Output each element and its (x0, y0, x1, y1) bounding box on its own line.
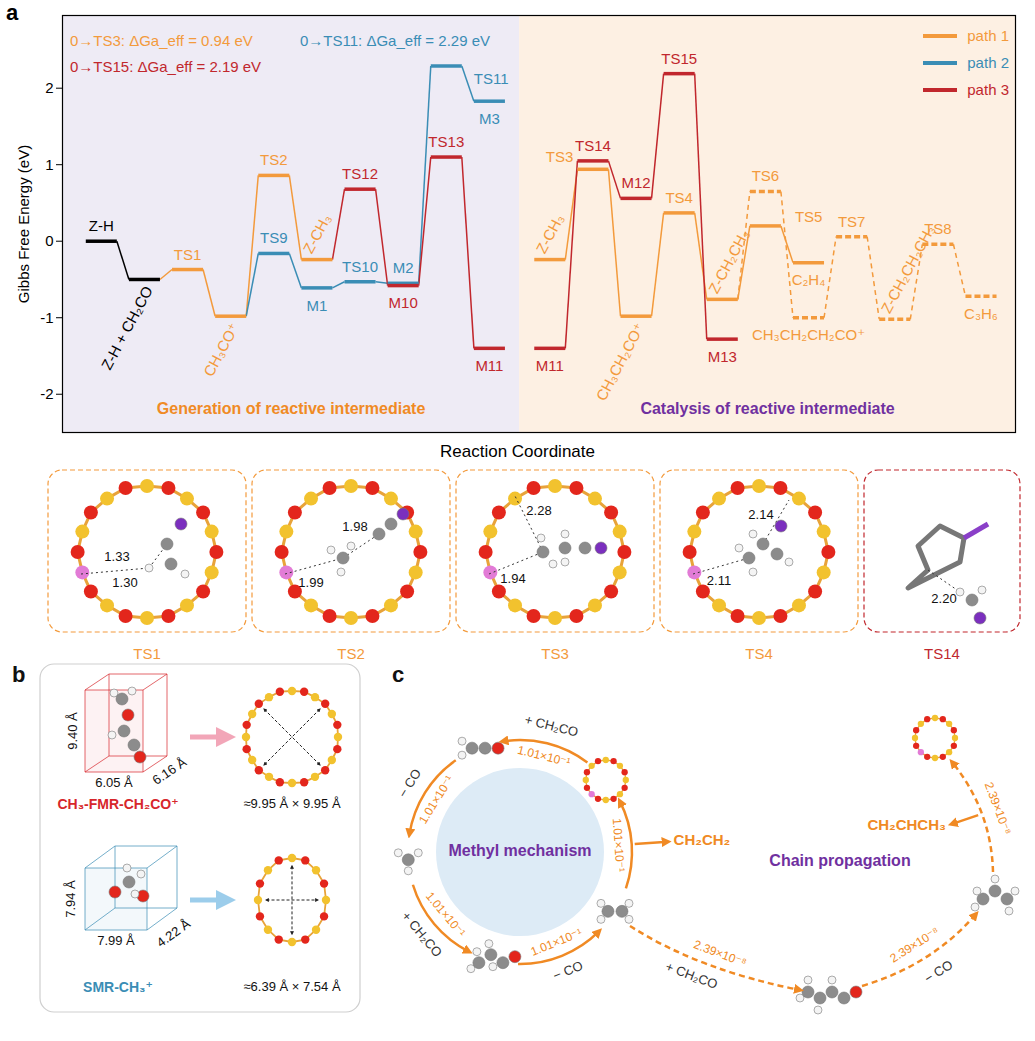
svg-text:Z-CH₃: Z-CH₃ (299, 211, 334, 256)
svg-text:2: 2 (45, 79, 53, 96)
svg-text:2.39×10⁻⁸: 2.39×10⁻⁸ (692, 937, 749, 970)
svg-text:TS11: TS11 (474, 70, 509, 87)
svg-text:CH₂CHCH₃: CH₂CHCH₃ (867, 816, 946, 833)
svg-text:1.33: 1.33 (104, 549, 129, 564)
svg-text:TS14: TS14 (575, 137, 611, 154)
svg-text:+ CH₂CO: + CH₂CO (663, 959, 719, 992)
html-text:path 1: path 1 (967, 27, 1009, 44)
html-text:a: a (6, 0, 19, 25)
svg-text:2.20: 2.20 (931, 591, 956, 606)
svg-text:2.39×10⁻⁸: 2.39×10⁻⁸ (982, 780, 1014, 837)
svg-text:TS15: TS15 (661, 50, 697, 67)
svg-text:TS14: TS14 (924, 645, 960, 662)
svg-text:b: b (12, 662, 25, 687)
svg-text:M1: M1 (306, 297, 327, 314)
svg-text:M13: M13 (708, 348, 737, 365)
svg-text:Generation of reactive interme: Generation of reactive intermediate (157, 400, 426, 417)
svg-text:2.11: 2.11 (707, 573, 731, 588)
svg-text:1: 1 (45, 156, 53, 173)
svg-text:6.05 Å: 6.05 Å (95, 775, 133, 790)
svg-text:1.01×10⁻¹: 1.01×10⁻¹ (529, 925, 584, 958)
svg-text:TS7: TS7 (838, 213, 866, 230)
svg-text:C₂H₄: C₂H₄ (792, 271, 826, 288)
html-text:0→TS15: ΔGa_eff = 2.19 eV: 0→TS15: ΔGa_eff = 2.19 eV (70, 58, 262, 75)
svg-text:1.94: 1.94 (500, 571, 525, 586)
svg-text:CH₃CH₂CH₂CO⁺: CH₃CH₂CH₂CO⁺ (752, 326, 865, 343)
svg-text:Z-CH₂CH₃: Z-CH₂CH₃ (705, 227, 753, 296)
svg-text:CH₃-FMR-CH₂CO⁺: CH₃-FMR-CH₂CO⁺ (57, 796, 178, 812)
html-text:path 2: path 2 (967, 54, 1009, 71)
svg-text:M3: M3 (479, 110, 500, 127)
svg-text:Z-CH₃: Z-CH₃ (532, 211, 567, 256)
svg-text:TS1: TS1 (174, 246, 202, 263)
svg-text:TS2: TS2 (260, 151, 288, 168)
svg-text:− CO: − CO (551, 958, 585, 983)
svg-text:TS9: TS9 (260, 229, 288, 246)
svg-text:TS10: TS10 (342, 258, 378, 275)
svg-text:M12: M12 (621, 174, 650, 191)
svg-text:Z-H + CH₂CO: Z-H + CH₂CO (98, 283, 156, 372)
svg-text:− CO: − CO (395, 766, 424, 800)
svg-text:Z-CH₂CH₂CH₃: Z-CH₂CH₂CH₃ (877, 222, 938, 316)
html-text:path 3: path 3 (967, 81, 1009, 98)
svg-text:4.22 Å: 4.22 Å (154, 916, 193, 950)
svg-text:9.40 Å: 9.40 Å (65, 712, 80, 750)
svg-text:TS6: TS6 (752, 167, 780, 184)
svg-text:− CO: − CO (921, 957, 955, 986)
svg-text:+ CH₂CO: + CH₂CO (523, 712, 580, 740)
svg-text:M2: M2 (393, 259, 414, 276)
svg-text:Z-H: Z-H (89, 217, 114, 234)
svg-text:M11: M11 (536, 357, 564, 374)
svg-text:-2: -2 (40, 385, 53, 402)
svg-text:2.28: 2.28 (526, 503, 551, 518)
svg-text:C₃H₆: C₃H₆ (964, 305, 998, 322)
svg-text:SMR-CH₃⁺: SMR-CH₃⁺ (83, 979, 153, 995)
svg-text:CH₃CH₂CO⁺: CH₃CH₂CO⁺ (592, 320, 647, 404)
svg-text:TS12: TS12 (342, 165, 378, 182)
svg-text:Catalysis of reactive intermed: Catalysis of reactive intermediate (640, 400, 894, 417)
svg-text:≈6.39 Å × 7.54 Å: ≈6.39 Å × 7.54 Å (243, 979, 340, 994)
svg-text:2.39×10⁻⁸: 2.39×10⁻⁸ (888, 924, 942, 965)
svg-text:+ CH₂CO: + CH₂CO (399, 909, 446, 960)
svg-text:1.01×10⁻¹: 1.01×10⁻¹ (422, 889, 469, 940)
svg-text:TS5: TS5 (795, 208, 823, 225)
svg-text:1.99: 1.99 (298, 575, 323, 590)
svg-text:c: c (392, 662, 404, 687)
svg-text:M10: M10 (389, 294, 418, 311)
svg-text:TS8: TS8 (924, 220, 952, 238)
svg-text:TS3: TS3 (541, 645, 569, 662)
html-text:Reaction Coordinate: Reaction Coordinate (440, 442, 595, 461)
svg-text:0: 0 (45, 232, 53, 249)
svg-text:1.01×10⁻¹: 1.01×10⁻¹ (416, 773, 457, 826)
svg-text:≈9.95 Å × 9.95 Å: ≈9.95 Å × 9.95 Å (243, 796, 340, 811)
svg-text:6.16 Å: 6.16 Å (150, 754, 190, 788)
svg-text:TS3: TS3 (546, 148, 574, 165)
svg-text:1.01×10⁻¹: 1.01×10⁻¹ (610, 818, 628, 873)
svg-text:7.94 Å: 7.94 Å (63, 880, 78, 918)
svg-text:1.30: 1.30 (112, 575, 137, 590)
svg-text:M11: M11 (475, 357, 503, 374)
svg-text:1.01×10⁻¹: 1.01×10⁻¹ (516, 743, 572, 770)
svg-text:TS13: TS13 (428, 133, 464, 150)
svg-text:CH₂CH₂: CH₂CH₂ (674, 831, 731, 848)
html-text:0→TS3: ΔGa_eff = 0.94 eV: 0→TS3: ΔGa_eff = 0.94 eV (70, 32, 253, 49)
svg-text:TS4: TS4 (745, 645, 773, 662)
html-text:0→TS11: ΔGa_eff = 2.29 eV: 0→TS11: ΔGa_eff = 2.29 eV (300, 32, 490, 49)
svg-text:Gibbs Free Energy (eV): Gibbs Free Energy (eV) (15, 145, 32, 303)
svg-text:CH₃CO⁺: CH₃CO⁺ (200, 320, 242, 379)
svg-text:Methyl mechanism: Methyl mechanism (448, 842, 591, 859)
svg-text:-1: -1 (40, 309, 53, 326)
svg-text:2.14: 2.14 (748, 507, 773, 522)
svg-text:TS1: TS1 (133, 645, 161, 662)
svg-text:TS4: TS4 (665, 189, 693, 206)
svg-text:TS2: TS2 (337, 645, 365, 662)
svg-text:7.99 Å: 7.99 Å (97, 933, 135, 948)
svg-text:Chain propagation: Chain propagation (769, 852, 910, 869)
svg-text:1.98: 1.98 (342, 519, 367, 534)
